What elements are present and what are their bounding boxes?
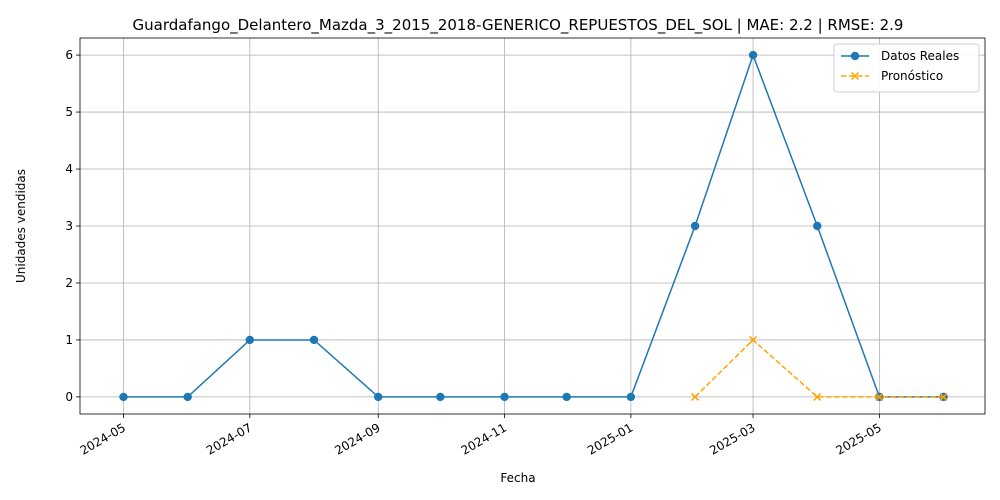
y-tick-label: 5 [65,105,73,119]
plot-frame [79,37,986,415]
y-tick-label: 2 [65,276,73,290]
y-tick-label: 4 [65,162,73,176]
x-tick-label: 2025-05 [833,420,883,457]
y-tick-label: 1 [65,333,73,347]
legend: Datos Reales Pronóstico [833,43,980,93]
x-tick-label: 2024-09 [332,420,382,457]
data-point-real [119,392,128,402]
x-tick-label: 2024-05 [78,420,128,457]
x-axis-title: Fecha [500,471,535,485]
data-point-real [183,392,192,402]
y-tick-label: 3 [65,219,73,233]
series-line-2 [694,338,944,398]
data-point-real [748,50,758,60]
data-point-real [374,392,383,402]
data-point-real [309,335,319,345]
x-tick-label: 2024-11 [459,420,509,457]
data-point-real [562,392,571,402]
data-point-forecast [749,335,758,344]
y-tick-label: 6 [65,48,73,62]
chart-title: Guardafango_Delantero_Mazda_3_2015_2018-… [133,16,904,35]
y-axis-title: Unidades vendidas [14,169,28,283]
grid [80,38,985,414]
legend-box [833,43,980,93]
data-point-real [245,335,255,345]
legend-label-2: Pronóstico [881,69,943,83]
data-point-real [690,221,700,231]
x-tick-label: 2024-07 [204,420,254,457]
x-tick-label: 2025-01 [585,420,635,457]
data-point-forecast [939,392,948,401]
legend-marker-real [850,51,860,61]
series-line-1 [123,52,944,398]
data-point-real [626,392,636,402]
data-point-real [500,392,509,402]
data-point-forecast [875,392,884,401]
data-point-real [436,392,445,402]
data-point-real [813,221,822,231]
x-tick-label: 2025-03 [707,420,757,457]
series [119,50,948,402]
legend-marker-forecast [850,71,860,81]
data-point-forecast [813,392,822,401]
data-point-forecast [691,392,700,401]
y-tick-label: 0 [65,390,73,404]
legend-label-1: Datos Reales [881,49,959,63]
